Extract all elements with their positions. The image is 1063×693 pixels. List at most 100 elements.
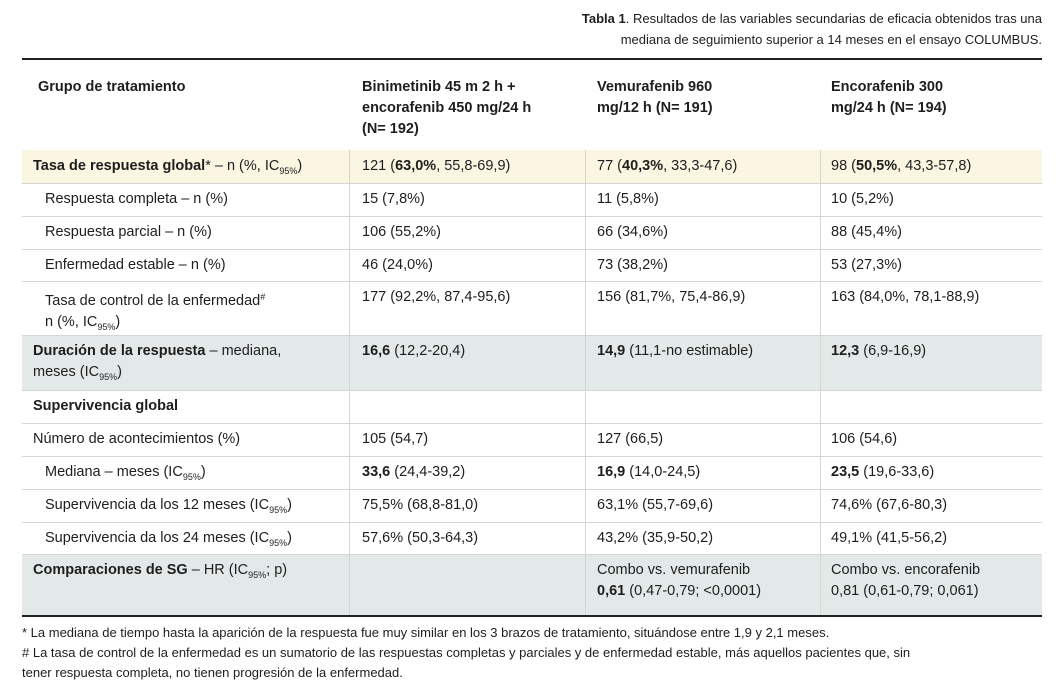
row-background: [22, 335, 1042, 390]
text-run: 63,1% (55,7-69,6): [597, 497, 714, 513]
text-run: ): [287, 530, 292, 546]
row-divider: [22, 489, 1042, 490]
text-run: 0,61: [597, 583, 626, 599]
text-run: 156 (81,7%, 75,4-86,9): [597, 289, 746, 305]
text-run: Supervivencia global: [33, 398, 179, 414]
cell-line: Tasa de respuesta global* – n (%, IC95%): [33, 156, 302, 182]
table-cell: 127 (66,5): [597, 429, 663, 450]
table-cell: 63,1% (55,7-69,6): [597, 495, 713, 516]
footnote: * La mediana de tiempo hasta la aparició…: [22, 625, 830, 640]
row-background: [22, 150, 1042, 183]
cell-line: 53 (27,3%): [831, 255, 902, 276]
cell-line: 57,6% (50,3-64,3): [362, 528, 478, 549]
text-run: ): [117, 364, 122, 380]
text-run: Tasa de control de la enfermedad: [45, 293, 261, 309]
cell-line: Enfermedad estable – n (%): [45, 255, 226, 276]
cell-line: 73 (38,2%): [597, 255, 668, 276]
text-run: Combo vs. vemurafenib: [597, 562, 751, 578]
text-run: mediana de seguimiento superior a 14 mes…: [620, 32, 1042, 47]
text-run: Duración de la respuesta: [33, 343, 206, 359]
text-run: (6,9-16,9): [859, 343, 927, 359]
cell-line: 163 (84,0%, 78,1-88,9): [831, 287, 979, 308]
column-divider: [820, 150, 821, 616]
text-run: – mediana,: [205, 343, 282, 359]
cell-line: Combo vs. encorafenib: [831, 560, 980, 581]
cell-line: 63,1% (55,7-69,6): [597, 495, 713, 516]
table-cell: 53 (27,3%): [831, 255, 902, 276]
text-run: (12,2-20,4): [390, 343, 466, 359]
cell-line: 98 (50,5%, 43,3-57,8): [831, 156, 971, 177]
table-cell: 12,3 (6,9-16,9): [831, 341, 926, 362]
text-run: 106 (54,6): [831, 431, 898, 447]
cell-line: 10 (5,2%): [831, 189, 894, 210]
table-cell: 77 (40,3%, 33,3-47,6): [597, 156, 737, 177]
cell-line: Mediana – meses (IC95%): [45, 462, 206, 488]
text-run: 14,9: [597, 343, 626, 359]
cell-line: 75,5% (68,8-81,0): [362, 495, 478, 516]
cell-line: 43,2% (35,9-50,2): [597, 528, 713, 549]
text-run: , 33,3-47,6): [663, 158, 738, 174]
table-cell: Comparaciones de SG – HR (IC95%; p): [33, 560, 287, 586]
cell-line: 46 (24,0%): [362, 255, 433, 276]
table-cell: 16,6 (12,2-20,4): [362, 341, 465, 362]
table-cell: Mediana – meses (IC95%): [45, 462, 206, 488]
text-run: 95%: [99, 372, 118, 382]
header-cell: Encorafenib 300 mg/24 h (N= 194): [831, 77, 947, 119]
table-cell: 177 (92,2%, 87,4-95,6): [362, 287, 510, 308]
cell-line: n (%, IC95%): [45, 312, 265, 338]
cell-line: Supervivencia da los 12 meses (IC95%): [45, 495, 292, 521]
table-cell: Supervivencia da los 24 meses (IC95%): [45, 528, 292, 554]
cell-line: 0,61 (0,47-0,79; <0,0001): [597, 581, 761, 602]
text-run: 0,81 (0,61-0,79; 0,061): [831, 583, 979, 599]
text-run: 74,6% (67,6-80,3): [831, 497, 948, 513]
table-cell: 98 (50,5%, 43,3-57,8): [831, 156, 971, 177]
text-run: 106 (55,2%): [362, 224, 441, 240]
table-cell: Supervivencia global: [33, 396, 178, 417]
table-cell: 46 (24,0%): [362, 255, 433, 276]
table-cell: Duración de la respuesta – mediana, meses…: [33, 341, 281, 388]
text-run: 57,6% (50,3-64,3): [362, 530, 479, 546]
table-cell: Tasa de control de la enfermedad# n (%, I…: [45, 287, 265, 338]
text-run: . Resultados de las variables secundaria…: [625, 11, 1042, 26]
text-run: 127 (66,5): [597, 431, 664, 447]
text-run: (0,47-0,79; <0,0001): [625, 583, 762, 599]
text-run: 11 (5,8%): [597, 191, 659, 207]
cell-line: Comparaciones de SG – HR (IC95%; p): [33, 560, 287, 586]
text-run: 95%: [269, 538, 288, 548]
cell-line: 156 (81,7%, 75,4-86,9): [597, 287, 745, 308]
text-run: 15 (7,8%): [362, 191, 425, 207]
text-run: , 55,8-69,9): [436, 158, 511, 174]
header-line: (N= 192): [362, 121, 419, 137]
table-cell: Tasa de respuesta global* – n (%, IC95%): [33, 156, 302, 182]
cell-line: Respuesta completa – n (%): [45, 189, 228, 210]
text-run: Enfermedad estable – n (%): [45, 257, 226, 273]
cell-line: 23,5 (19,6-33,6): [831, 462, 934, 483]
text-run: 95%: [97, 322, 116, 332]
cell-line: 177 (92,2%, 87,4-95,6): [362, 287, 510, 308]
header-cell: Grupo de tratamiento: [38, 77, 185, 98]
cell-line: Número de acontecimientos (%): [33, 429, 240, 450]
caption-line: Tabla 1. Resultados de las variables sec…: [582, 8, 1042, 29]
row-divider: [22, 281, 1042, 282]
text-run: ; p): [266, 562, 288, 578]
text-run: 75,5% (68,8-81,0): [362, 497, 479, 513]
header-cell: Binimetinib 45 m 2 h + encorafenib 450 mg…: [362, 77, 531, 140]
text-run: 10 (5,2%): [831, 191, 894, 207]
text-run: 12,3: [831, 343, 860, 359]
table-cell: 106 (55,2%): [362, 222, 441, 243]
header-line: Grupo de tratamiento: [38, 79, 186, 95]
text-run: Número de acontecimientos (%): [33, 431, 241, 447]
text-run: Tasa de respuesta global: [33, 158, 206, 174]
text-run: 16,6: [362, 343, 391, 359]
cell-line: 16,9 (14,0-24,5): [597, 462, 700, 483]
table-cell: 75,5% (68,8-81,0): [362, 495, 478, 516]
text-run: Comparaciones de SG: [33, 562, 188, 578]
header-line: mg/24 h (N= 194): [831, 100, 947, 116]
table-cell: 66 (34,6%): [597, 222, 668, 243]
cell-line: Respuesta parcial – n (%): [45, 222, 212, 243]
text-run: , 43,3-57,8): [897, 158, 972, 174]
cell-line: Combo vs. vemurafenib: [597, 560, 761, 581]
row-divider: [22, 554, 1042, 555]
text-run: ): [297, 158, 303, 174]
table-bottom-rule: [22, 615, 1042, 617]
